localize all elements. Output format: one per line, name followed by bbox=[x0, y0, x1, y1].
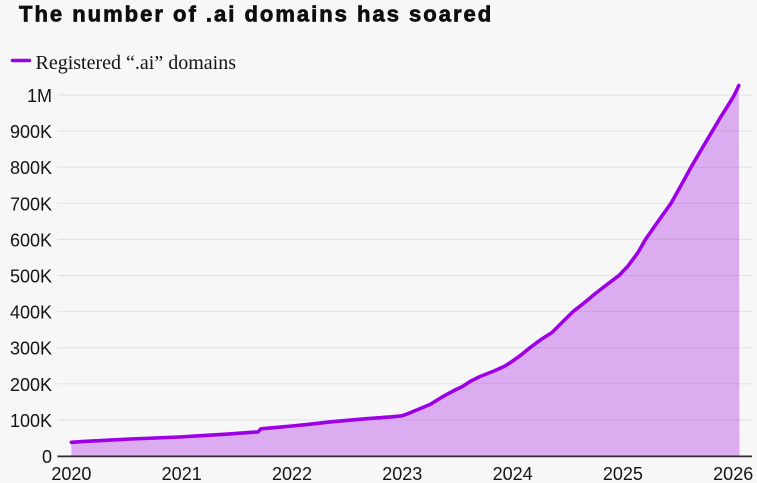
svg-text:Registered “.ai” domains: Registered “.ai” domains bbox=[36, 52, 237, 74]
svg-text:600K: 600K bbox=[10, 230, 52, 250]
svg-text:2021: 2021 bbox=[162, 464, 202, 483]
svg-text:100K: 100K bbox=[10, 411, 52, 431]
svg-text:300K: 300K bbox=[10, 339, 52, 359]
svg-text:2026: 2026 bbox=[713, 464, 753, 483]
svg-text:400K: 400K bbox=[10, 303, 52, 323]
svg-text:2023: 2023 bbox=[382, 464, 422, 483]
svg-text:The number of .ai domains has: The number of .ai domains has soared bbox=[19, 2, 493, 27]
svg-text:800K: 800K bbox=[10, 158, 52, 178]
svg-text:900K: 900K bbox=[10, 122, 52, 142]
svg-text:700K: 700K bbox=[10, 194, 52, 214]
svg-text:2022: 2022 bbox=[272, 464, 312, 483]
svg-text:500K: 500K bbox=[10, 267, 52, 287]
svg-text:200K: 200K bbox=[10, 375, 52, 395]
svg-text:2024: 2024 bbox=[493, 464, 533, 483]
svg-text:0: 0 bbox=[42, 447, 52, 467]
svg-text:2020: 2020 bbox=[51, 464, 91, 483]
svg-text:1M: 1M bbox=[27, 86, 52, 106]
svg-text:2025: 2025 bbox=[603, 464, 643, 483]
